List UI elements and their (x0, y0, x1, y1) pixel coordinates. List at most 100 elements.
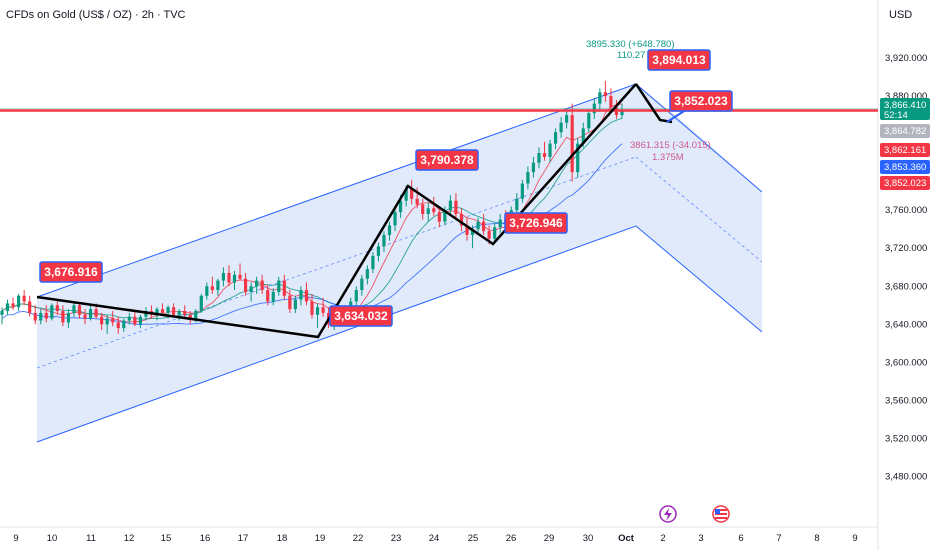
candle (426, 202, 430, 222)
candle-body (72, 305, 76, 313)
candle-body (277, 280, 281, 292)
candle (0, 307, 4, 325)
candle-body (371, 255, 375, 270)
candle (304, 282, 309, 306)
candle-body (17, 295, 21, 308)
candle-body (398, 200, 403, 213)
candle-body (559, 122, 563, 133)
candle-body (515, 198, 519, 211)
candle (116, 316, 120, 334)
candle-body (415, 198, 419, 205)
candle (50, 303, 54, 321)
currency-label[interactable]: USD (889, 9, 913, 21)
candle (271, 288, 275, 306)
candle-body (243, 278, 248, 292)
candle-body (581, 128, 585, 144)
x-tick-label: 24 (429, 533, 440, 544)
candle (448, 194, 452, 214)
candle-body (227, 272, 231, 283)
candle (66, 309, 71, 329)
candle-body (321, 307, 325, 313)
candle (205, 282, 209, 300)
candle (376, 242, 381, 262)
candle-body (576, 143, 580, 173)
candle-body (282, 280, 286, 296)
candle (570, 103, 574, 182)
candle-body (410, 189, 414, 199)
candle-body (531, 162, 536, 173)
y-tick-label: 3,600.000 (885, 357, 927, 368)
candle-body (493, 227, 497, 239)
x-tick-label: 9 (13, 533, 18, 544)
channel-fill (37, 84, 762, 442)
candle-body (111, 318, 115, 323)
candle (299, 286, 303, 306)
price-axis-label-box (880, 98, 930, 120)
candle (122, 318, 126, 332)
annotation-box (504, 212, 568, 234)
candle-body (421, 204, 425, 214)
candle-body (570, 115, 574, 173)
candle (410, 179, 414, 205)
candle (72, 301, 76, 317)
candle-body (376, 246, 381, 256)
candle (177, 309, 181, 321)
candle (255, 276, 259, 294)
candle (288, 290, 292, 313)
candle-body (210, 286, 214, 291)
candle (238, 263, 242, 281)
candle (531, 156, 536, 178)
candle-body (404, 189, 408, 201)
candle (127, 312, 131, 325)
candle (277, 276, 281, 296)
price-axis-label: 3,853.360 (880, 160, 930, 174)
candle-body (487, 231, 491, 239)
x-tick-label: 29 (544, 533, 555, 544)
candle-body (205, 286, 209, 296)
price-axis-label: 3,852.023 (880, 176, 930, 190)
candle (609, 88, 613, 112)
candle (587, 109, 591, 133)
candle-body (537, 153, 541, 163)
candle-body (454, 200, 458, 214)
x-tick-label: 11 (86, 533, 96, 544)
candle-body (105, 318, 109, 325)
candle-body (116, 322, 120, 329)
candle (421, 198, 425, 220)
candle (160, 303, 165, 315)
candle (393, 208, 397, 232)
candle-body (199, 295, 203, 311)
candle-body (88, 309, 93, 319)
candle (315, 303, 320, 329)
chart-title: CFDs on Gold (US$ / OZ) · 2h · TVC (6, 9, 186, 21)
annotation-text: 3,894.013 (652, 53, 706, 67)
candle (354, 286, 358, 306)
candle-body (22, 295, 26, 302)
us-flag-icon[interactable] (712, 505, 730, 523)
candle (493, 223, 497, 243)
candle (454, 193, 458, 218)
candle-body (177, 311, 181, 315)
candle-body (238, 274, 242, 279)
candle-body (587, 113, 591, 129)
price-axis-label: 3,862.161 (880, 143, 930, 157)
candle (243, 272, 248, 296)
candle (465, 217, 469, 241)
lightning-event-icon[interactable] (659, 505, 677, 523)
y-tick-label: 3,480.000 (885, 471, 927, 482)
candle (382, 231, 386, 253)
x-tick-label: 12 (124, 533, 135, 544)
x-tick-label: 10 (47, 533, 58, 544)
annotation-text: 3,634.032 (334, 309, 388, 323)
candle-body (155, 309, 159, 315)
flag-stripe (715, 513, 727, 515)
candle (39, 309, 43, 325)
candle-body (33, 312, 37, 321)
candle (548, 139, 552, 163)
x-tick-label: 6 (738, 533, 743, 544)
candle (576, 137, 580, 178)
candle (111, 311, 115, 327)
x-tick-label: 7 (776, 533, 781, 544)
